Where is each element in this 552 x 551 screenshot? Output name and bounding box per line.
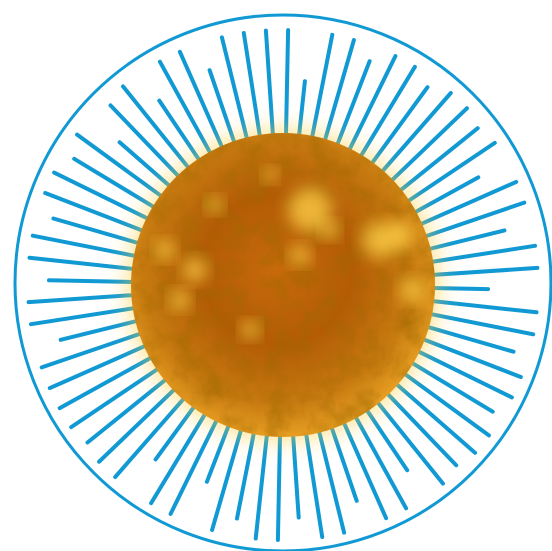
flare-spot: [288, 188, 332, 232]
flare-spot: [155, 240, 175, 260]
outer-ring: [13, 13, 552, 551]
flare-spot: [386, 221, 414, 249]
flare-spot: [170, 290, 190, 310]
flare-spot: [241, 321, 259, 339]
sun-flares: [155, 168, 424, 339]
flare-spot: [263, 168, 277, 182]
flare-spot: [290, 245, 310, 265]
flare-spot: [207, 197, 223, 213]
flare-spot: [321, 221, 339, 239]
flare-spot: [183, 258, 207, 282]
sun-surface: [131, 133, 435, 437]
flare-spot: [400, 278, 424, 302]
